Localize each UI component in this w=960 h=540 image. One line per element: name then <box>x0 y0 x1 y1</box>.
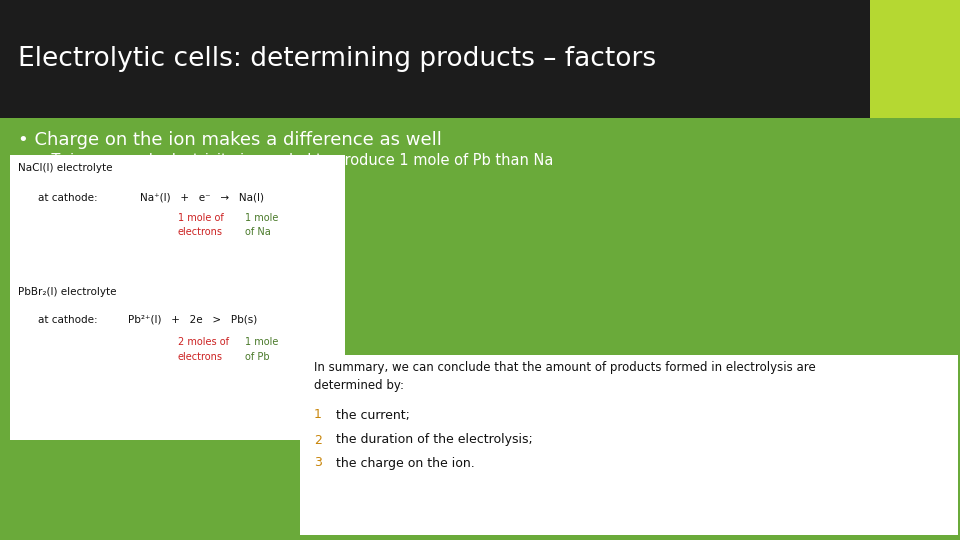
Text: 1: 1 <box>314 408 322 422</box>
Bar <box>0 0 870 118</box>
Text: Pb²⁺(l)   +   2e   >   Pb(s): Pb²⁺(l) + 2e > Pb(s) <box>128 315 257 325</box>
Text: • Charge on the ion makes a difference as well: • Charge on the ion makes a difference a… <box>18 131 442 149</box>
Bar <box>870 0 960 118</box>
Text: of Na: of Na <box>245 227 271 237</box>
Text: at cathode:: at cathode: <box>38 315 98 325</box>
Text: 3: 3 <box>314 456 322 469</box>
Text: NaCl(l) electrolyte: NaCl(l) electrolyte <box>18 163 112 173</box>
Text: the charge on the ion.: the charge on the ion. <box>336 456 475 469</box>
Text: Electrolytic cells: determining products – factors: Electrolytic cells: determining products… <box>18 46 656 72</box>
Text: PbBr₂(l) electrolyte: PbBr₂(l) electrolyte <box>18 287 116 297</box>
Text: at cathode:: at cathode: <box>38 193 98 203</box>
Bar <box>10 155 345 440</box>
Text: electrons: electrons <box>178 352 223 362</box>
Text: electrons: electrons <box>178 227 223 237</box>
Text: • Twice as much electricity is needed to produce 1 mole of Pb than Na: • Twice as much electricity is needed to… <box>38 152 553 167</box>
Text: In summary, we can conclude that the amount of products formed in electrolysis a: In summary, we can conclude that the amo… <box>314 361 816 375</box>
Text: determined by:: determined by: <box>314 379 404 392</box>
Text: the duration of the electrolysis;: the duration of the electrolysis; <box>336 434 533 447</box>
Text: 1 mole of: 1 mole of <box>178 213 224 223</box>
Text: Na⁺(l)   +   e⁻   →   Na(l): Na⁺(l) + e⁻ → Na(l) <box>140 193 264 203</box>
Text: the current;: the current; <box>336 408 410 422</box>
Bar <box>300 355 958 535</box>
Text: 1 mole: 1 mole <box>245 337 278 347</box>
Text: 2 moles of: 2 moles of <box>178 337 229 347</box>
Text: 1 mole: 1 mole <box>245 213 278 223</box>
Text: 2: 2 <box>314 434 322 447</box>
Text: of Pb: of Pb <box>245 352 270 362</box>
